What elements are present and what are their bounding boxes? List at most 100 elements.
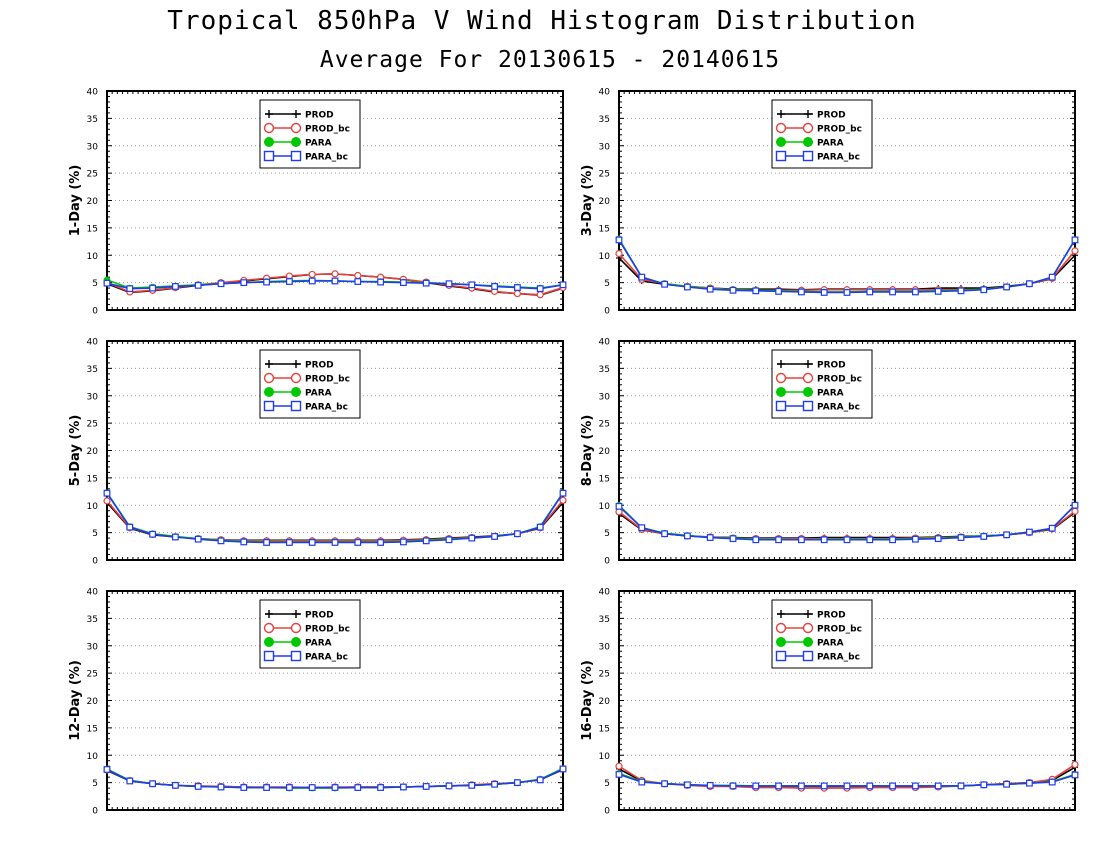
data-point <box>536 523 544 531</box>
legend: PROD PROD_bc PARA PARA_bc <box>771 599 873 669</box>
data-point <box>934 287 942 295</box>
data-point <box>331 784 339 791</box>
data-point <box>934 535 942 543</box>
data-point <box>797 536 805 544</box>
legend-label: PARA <box>817 389 844 399</box>
legend-marker <box>802 622 814 634</box>
data-point <box>1025 779 1033 787</box>
data-point <box>1071 501 1079 509</box>
data-point <box>615 502 623 510</box>
legend-marker <box>291 387 301 397</box>
data-point <box>661 280 668 288</box>
data-point <box>308 277 316 285</box>
y-tick-label: 15 <box>87 474 98 484</box>
y-tick-label: 0 <box>92 557 98 567</box>
data-point <box>400 279 407 287</box>
data-point <box>445 782 453 790</box>
y-axis-label: 1-Day (%) <box>68 165 83 237</box>
y-tick-label: 0 <box>604 807 610 817</box>
legend-marker <box>263 622 275 634</box>
data-point <box>194 535 202 543</box>
legend-marker <box>290 400 302 412</box>
legend-marker <box>263 400 275 412</box>
legend-marker <box>776 387 786 397</box>
y-tick-label: 5 <box>92 779 98 789</box>
y-tick-label: 5 <box>92 529 98 539</box>
legend-marker <box>804 610 812 618</box>
y-tick-label: 25 <box>87 670 98 680</box>
data-point <box>377 784 384 791</box>
legend-marker <box>290 372 302 384</box>
y-tick-label: 15 <box>87 724 98 734</box>
legend-marker <box>291 137 301 147</box>
data-point <box>889 288 896 296</box>
legend-marker <box>263 150 275 162</box>
data-point <box>263 784 270 791</box>
data-point <box>126 523 134 531</box>
data-point <box>866 288 874 296</box>
y-tick-label: 0 <box>92 307 98 317</box>
legend-marker <box>291 637 301 647</box>
legend-marker <box>264 637 274 647</box>
data-point <box>934 782 942 790</box>
data-point <box>400 538 407 546</box>
data-point <box>911 782 919 790</box>
data-point <box>911 288 919 296</box>
y-tick-label: 30 <box>599 642 611 652</box>
y-tick-label: 20 <box>87 447 99 457</box>
data-point <box>400 783 407 791</box>
data-point <box>638 524 646 532</box>
y-tick-label: 30 <box>599 392 611 402</box>
data-point <box>149 530 157 538</box>
panel-1: 0 5 10 15 20 25 30 35 40 1-Day (%) PROD PROD_bc PARA… <box>68 88 567 317</box>
data-point <box>615 236 623 244</box>
data-point <box>615 250 623 258</box>
legend-marker <box>804 360 812 368</box>
y-tick-label: 40 <box>599 88 611 98</box>
y-axis-label: 16-Day (%) <box>580 660 595 741</box>
data-point <box>820 536 828 544</box>
data-point <box>889 536 896 544</box>
y-tick-label: 30 <box>87 642 99 652</box>
data-point <box>126 285 134 293</box>
legend-marker <box>777 110 785 118</box>
y-tick-label: 25 <box>87 170 98 180</box>
legend-marker <box>802 122 814 134</box>
y-tick-label: 15 <box>599 224 610 234</box>
legend-marker <box>802 372 814 384</box>
data-point <box>513 779 521 787</box>
legend-marker <box>264 137 274 147</box>
data-point <box>615 762 623 770</box>
legend-label: PARA_bc <box>305 153 348 163</box>
legend-label: PARA <box>305 139 332 149</box>
data-point <box>957 534 965 541</box>
legend-marker <box>265 610 273 618</box>
legend-label: PROD <box>817 111 846 121</box>
legend-marker <box>290 650 302 662</box>
y-tick-label: 20 <box>87 697 99 707</box>
y-tick-label: 10 <box>87 502 99 512</box>
legend-marker <box>290 122 302 134</box>
legend-marker <box>775 122 787 134</box>
data-point <box>491 780 498 788</box>
y-tick-label: 40 <box>87 338 99 348</box>
data-point <box>468 281 476 289</box>
data-point <box>308 539 316 546</box>
data-point <box>331 277 339 285</box>
legend: PROD PROD_bc PARA PARA_bc <box>771 99 873 169</box>
legend-label: PARA <box>305 639 332 649</box>
y-tick-label: 30 <box>87 142 99 152</box>
legend-label: PARA_bc <box>817 153 860 163</box>
y-tick-label: 20 <box>599 447 611 457</box>
data-point <box>706 285 714 293</box>
data-point <box>172 781 179 789</box>
data-point <box>354 278 362 285</box>
data-point <box>240 538 248 546</box>
legend-marker <box>775 400 787 412</box>
chart-subtitle: Average For 20130615 - 20140615 <box>319 47 781 73</box>
legend-marker <box>290 622 302 634</box>
y-tick-label: 15 <box>87 224 98 234</box>
legend-marker <box>776 637 786 647</box>
data-point <box>217 280 225 288</box>
data-point <box>1003 283 1010 291</box>
